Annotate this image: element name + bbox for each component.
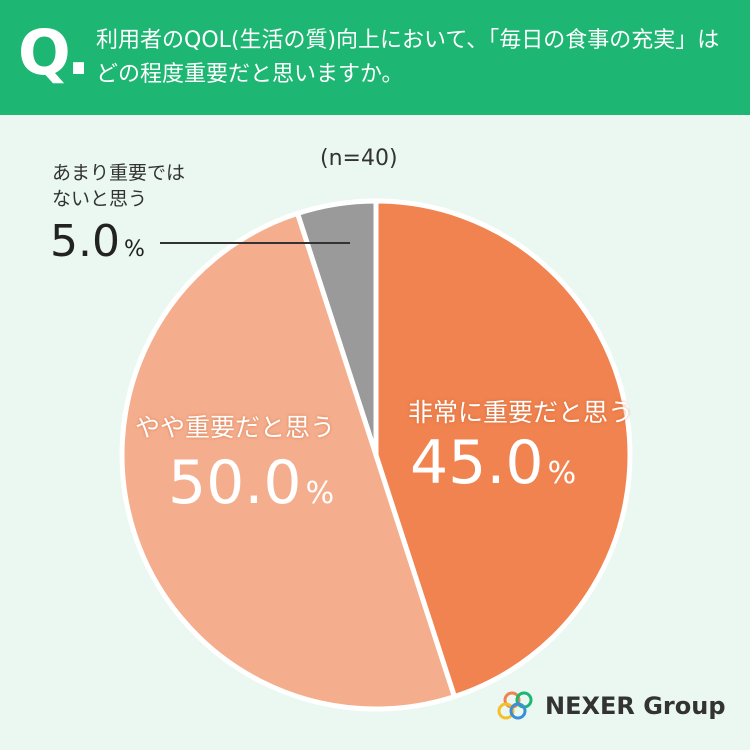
- value-label: 45.0%: [410, 428, 577, 498]
- slice-label: やや重要だと思う: [135, 413, 336, 442]
- q-badge: Q.: [18, 16, 90, 89]
- logo: NEXER Group: [545, 692, 726, 720]
- pie-slice: [119, 210, 458, 712]
- chart-subtitle: (n=40): [320, 146, 398, 171]
- pie-slice: [373, 198, 633, 700]
- logo-icon: [497, 691, 533, 720]
- slice-label: 非常に重要だと思う: [408, 398, 634, 427]
- value-label: 50.0%: [168, 448, 335, 518]
- header: Q. 利用者のQOL(生活の質)向上において、「毎日の食事の充実」はどの程度重要…: [0, 0, 750, 115]
- slice-label: あまり重要ではないと思う: [52, 162, 186, 210]
- value-label: 5.0%: [50, 216, 145, 267]
- chart-title: 利用者のQOL(生活の質)向上において、「毎日の食事の充実」はどの程度重要だと思…: [96, 28, 720, 87]
